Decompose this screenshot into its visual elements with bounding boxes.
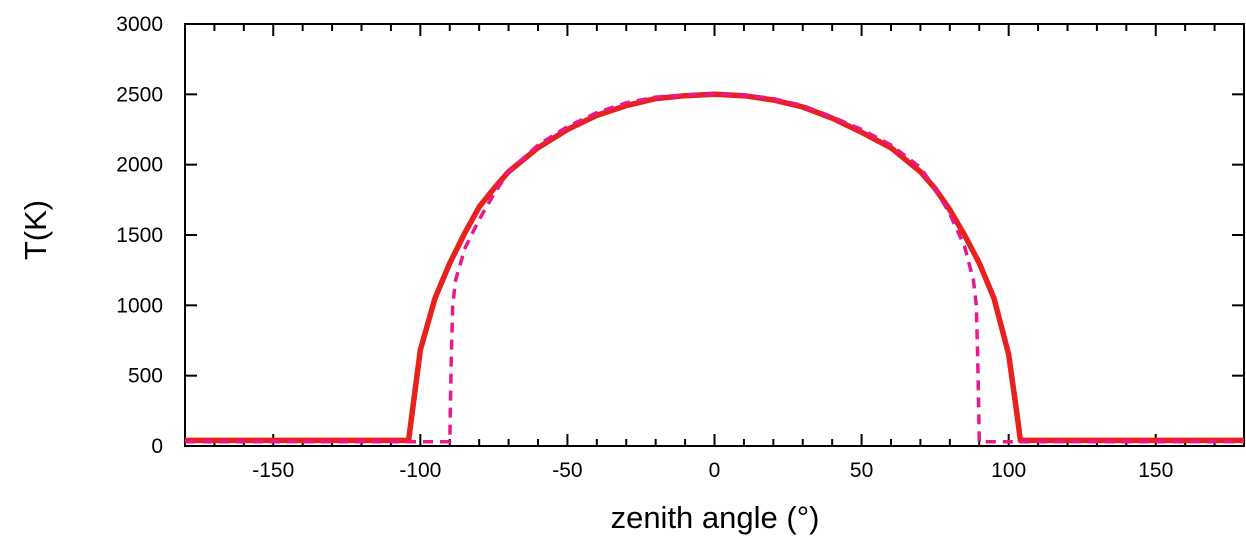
x-tick-label: -100 bbox=[399, 459, 441, 482]
solid-series-line bbox=[185, 91, 1244, 444]
y-tick-label: 2500 bbox=[116, 83, 163, 106]
x-tick-label: 150 bbox=[1138, 459, 1173, 482]
series-layer bbox=[185, 91, 1244, 444]
y-tick-label: 1000 bbox=[116, 294, 163, 317]
x-tick-label: 100 bbox=[991, 459, 1026, 482]
dashed-series-line bbox=[185, 92, 1244, 444]
y-axis-ticks: 0 500 1000 1500 2000 2500 3000 bbox=[116, 13, 1244, 458]
y-tick-label: 2000 bbox=[116, 154, 163, 177]
x-axis-title: zenith angle (°) bbox=[611, 500, 820, 535]
y-tick-label: 500 bbox=[128, 365, 163, 388]
y-tick-label: 3000 bbox=[116, 13, 163, 36]
plot-frame bbox=[184, 23, 1245, 447]
x-tick-label: -50 bbox=[552, 459, 582, 482]
y-tick-label: 1500 bbox=[116, 224, 163, 247]
x-tick-label: 50 bbox=[850, 459, 873, 482]
y-tick-label: 0 bbox=[151, 435, 163, 458]
x-tick-label: -150 bbox=[252, 459, 294, 482]
y-axis-title: T(K) bbox=[18, 200, 53, 260]
plot-border bbox=[184, 23, 1245, 447]
x-tick-label: 0 bbox=[709, 459, 721, 482]
